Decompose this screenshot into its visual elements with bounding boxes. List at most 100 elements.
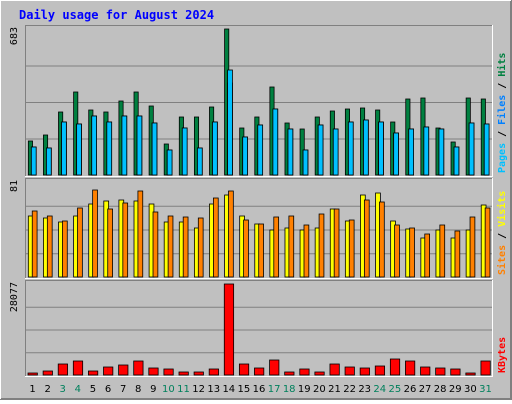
bar-sites-day-15 bbox=[243, 219, 249, 278]
plot-background bbox=[25, 280, 493, 377]
bar-kbytes-day-16 bbox=[254, 367, 265, 376]
x-tick-label-day-1: 1 bbox=[29, 384, 35, 395]
bar-kbytes-day-9 bbox=[148, 367, 159, 376]
x-tick-label-day-30: 30 bbox=[464, 384, 477, 395]
bar-kbytes-day-5 bbox=[88, 370, 99, 376]
bar-pages-day-22 bbox=[347, 121, 354, 176]
right-legend: Sites / Visits bbox=[496, 191, 508, 275]
bar-pages-day-29 bbox=[453, 146, 460, 176]
bar-sites-day-11 bbox=[182, 216, 189, 278]
bar-kbytes-day-3 bbox=[57, 363, 68, 376]
bar-sites-day-22 bbox=[348, 219, 355, 278]
bar-pages-day-5 bbox=[91, 115, 97, 176]
x-tick-label-day-15: 15 bbox=[238, 384, 251, 395]
bar-sites-day-19 bbox=[303, 224, 310, 278]
bar-pages-day-25 bbox=[393, 132, 399, 176]
bar-kbytes-day-30 bbox=[465, 372, 476, 376]
x-tick-label-day-16: 16 bbox=[253, 384, 266, 395]
x-tick-label-day-22: 22 bbox=[343, 384, 356, 395]
bar-hits-day-12 bbox=[193, 116, 200, 176]
bar-pages-day-7 bbox=[121, 115, 128, 176]
panel-kbytes: 28077 KBytes bbox=[9, 280, 508, 377]
bar-sites-day-24 bbox=[379, 201, 385, 278]
x-tick-label-day-3: 3 bbox=[60, 384, 66, 395]
x-tick-label-day-14: 14 bbox=[222, 384, 235, 395]
x-tick-label-day-21: 21 bbox=[328, 384, 341, 395]
bar-pages-day-17 bbox=[272, 108, 279, 176]
bar-kbytes-day-27 bbox=[420, 366, 431, 376]
bar-sites-day-27 bbox=[424, 233, 430, 278]
legend-pages: Pages bbox=[497, 143, 508, 173]
bar-kbytes-day-26 bbox=[405, 360, 416, 376]
bar-pages-day-13 bbox=[212, 121, 218, 176]
bar-kbytes-day-14 bbox=[223, 283, 235, 376]
y-max-label: 81 bbox=[9, 180, 20, 192]
x-tick-label-day-5: 5 bbox=[90, 384, 96, 395]
bar-kbytes-day-24 bbox=[374, 365, 386, 376]
chart-title: Daily usage for August 2024 bbox=[19, 8, 214, 22]
bar-pages-day-27 bbox=[423, 126, 430, 176]
bar-kbytes-day-13 bbox=[208, 368, 219, 376]
bar-pages-day-19 bbox=[302, 149, 309, 176]
x-tick-label-day-6: 6 bbox=[105, 384, 111, 395]
bar-sites-day-14 bbox=[228, 190, 234, 278]
y-max-label: 683 bbox=[9, 27, 20, 45]
x-tick-label-day-4: 4 bbox=[75, 384, 81, 395]
bar-sites-day-6 bbox=[107, 208, 113, 278]
x-tick-label-day-31: 31 bbox=[479, 384, 492, 395]
x-tick-label-day-2: 2 bbox=[44, 384, 50, 395]
bar-sites-day-21 bbox=[333, 208, 340, 278]
bar-kbytes-day-12 bbox=[193, 371, 204, 376]
x-tick-label-day-25: 25 bbox=[389, 384, 402, 395]
x-tick-label-day-13: 13 bbox=[207, 384, 220, 395]
legend-visits: Visits bbox=[496, 191, 508, 227]
y-max-label: 28077 bbox=[9, 282, 20, 312]
bar-pages-day-9 bbox=[151, 122, 158, 176]
bar-pages-day-28 bbox=[438, 128, 445, 176]
bar-pages-day-8 bbox=[136, 115, 143, 176]
x-tick-label-day-7: 7 bbox=[120, 384, 126, 395]
bar-sites-day-2 bbox=[46, 215, 53, 278]
x-tick-label-day-27: 27 bbox=[419, 384, 432, 395]
x-tick-label-day-20: 20 bbox=[313, 384, 326, 395]
right-legend: KBytes bbox=[497, 337, 508, 373]
bar-kbytes-day-18 bbox=[284, 371, 295, 376]
x-tick-label-day-24: 24 bbox=[373, 384, 386, 395]
bar-sites-day-10 bbox=[167, 215, 174, 278]
bar-sites-day-17 bbox=[273, 216, 280, 278]
bar-kbytes-day-31 bbox=[480, 360, 491, 376]
bar-sites-day-5 bbox=[92, 189, 98, 278]
x-tick-label-day-9: 9 bbox=[150, 384, 156, 395]
bar-kbytes-day-25 bbox=[389, 358, 401, 376]
bar-sites-day-23 bbox=[363, 199, 370, 278]
bar-pages-day-1 bbox=[30, 146, 37, 176]
bar-kbytes-day-23 bbox=[359, 367, 370, 376]
bar-sites-day-3 bbox=[62, 220, 68, 278]
bar-kbytes-day-15 bbox=[238, 363, 250, 376]
bar-kbytes-day-21 bbox=[329, 363, 340, 376]
x-tick-label-day-29: 29 bbox=[449, 384, 462, 395]
bar-sites-day-18 bbox=[288, 215, 295, 278]
bar-sites-day-1 bbox=[31, 210, 38, 278]
x-axis: 1 2 3 4 5 6 7 8 9 10 11 12 13 14 15 16 17 18 19 20 21 22 23 24 2… bbox=[29, 384, 491, 395]
bar-pages-day-24 bbox=[378, 121, 384, 176]
bar-sites-day-31 bbox=[484, 207, 491, 278]
x-tick-label-day-19: 19 bbox=[298, 384, 311, 395]
bar-sites-day-25 bbox=[394, 224, 400, 278]
x-tick-label-day-12: 12 bbox=[192, 384, 205, 395]
bar-sites-day-16 bbox=[258, 223, 264, 278]
bar-sites-day-30 bbox=[469, 216, 476, 278]
legend-sites: Sites bbox=[496, 245, 508, 275]
bar-kbytes-day-1 bbox=[27, 372, 38, 376]
bar-sites-day-13 bbox=[213, 197, 219, 278]
bar-pages-day-15 bbox=[242, 136, 248, 176]
bar-kbytes-day-20 bbox=[314, 371, 325, 376]
x-tick-label-day-18: 18 bbox=[283, 384, 296, 395]
bar-pages-day-3 bbox=[61, 121, 67, 176]
bar-pages-day-2 bbox=[46, 147, 52, 176]
bar-pages-day-4 bbox=[76, 123, 82, 176]
x-tick-label-day-28: 28 bbox=[434, 384, 447, 395]
bar-kbytes-day-4 bbox=[72, 360, 84, 376]
bar-sites-day-7 bbox=[122, 202, 129, 278]
